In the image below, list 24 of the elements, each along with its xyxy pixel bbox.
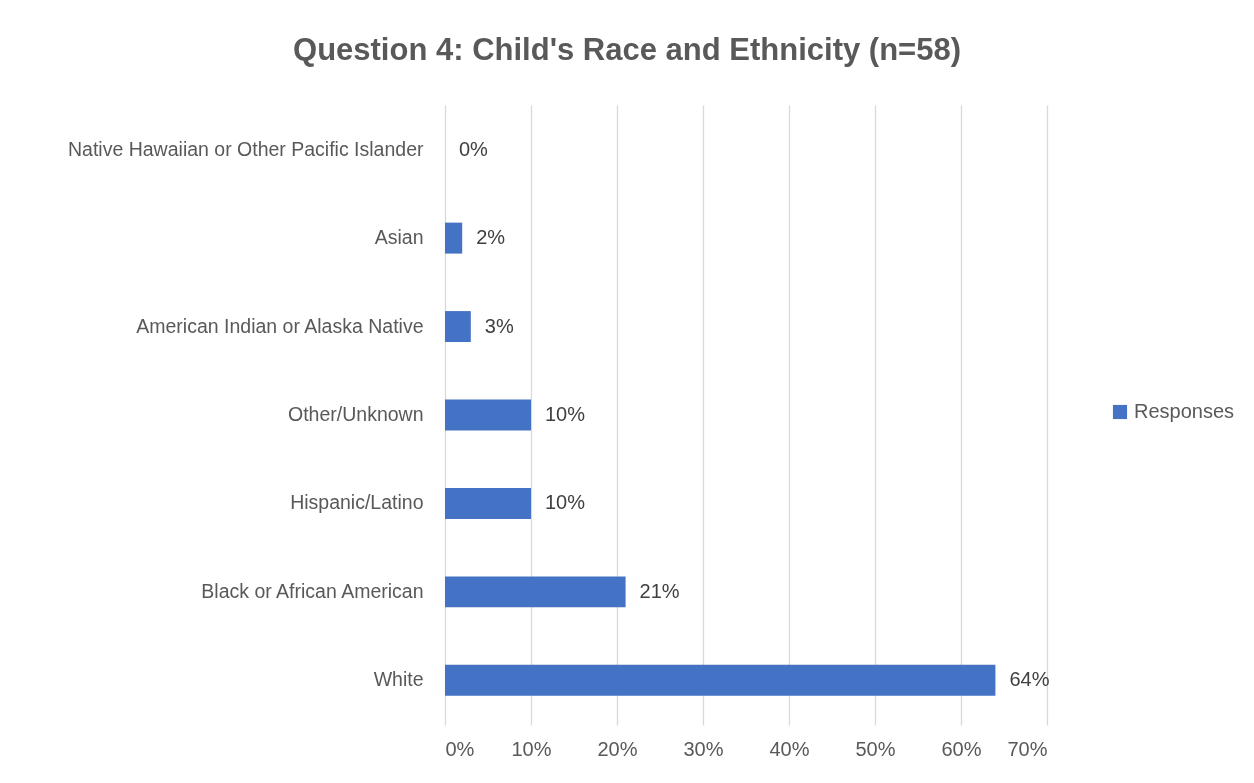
data-label: 10%: [545, 491, 586, 514]
data-label: 3%: [484, 314, 514, 337]
data-label: 2%: [476, 226, 506, 249]
y-tick-label: Asian: [374, 226, 424, 249]
data-label: 10%: [545, 403, 586, 425]
x-tick-label: 20%: [597, 737, 638, 760]
x-tick-label: 0%: [445, 737, 475, 760]
y-tick-label: Hispanic/Latino: [290, 491, 424, 514]
data-label: 64%: [1009, 668, 1050, 691]
x-tick-label: 60%: [941, 737, 982, 760]
data-label: 21%: [639, 579, 680, 602]
data-label: 0%: [459, 137, 489, 160]
chart-title: Question 4: Child's Race and Ethnicity (n=58): [293, 32, 961, 67]
x-tick-label: 40%: [769, 737, 810, 760]
legend-label: Responses: [1134, 400, 1235, 422]
y-tick-label: Black or African American: [201, 579, 424, 602]
y-tick-label: Native Hawaiian or Other Pacific Islander: [68, 137, 424, 160]
x-tick-label: 50%: [855, 737, 896, 760]
y-tick-label: White: [373, 668, 424, 691]
x-tick-label: 10%: [511, 737, 552, 760]
x-tick-label: 30%: [683, 737, 724, 760]
y-tick-label: American Indian or Alaska Native: [136, 314, 424, 337]
x-tick-label: 70%: [1007, 737, 1048, 760]
y-tick-label: Other/Unknown: [288, 403, 424, 425]
